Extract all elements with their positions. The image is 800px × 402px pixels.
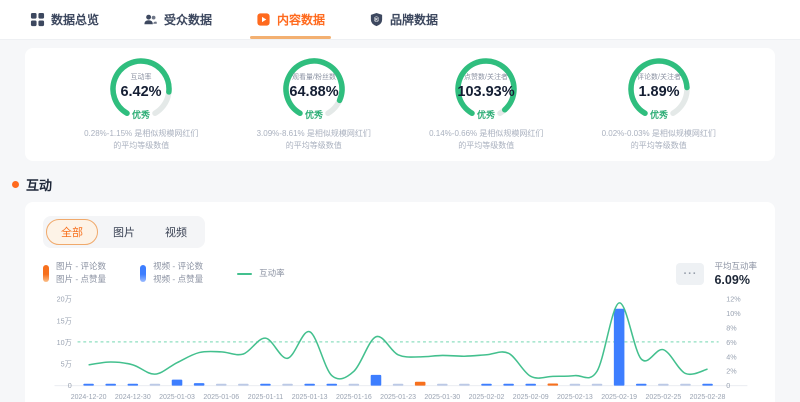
legend-item-2[interactable]: 视频 - 评论数 视频 - 点赞量 [140,260,203,286]
svg-text:1.89%: 1.89% [638,84,679,100]
svg-text:6.42%: 6.42% [121,84,162,100]
section-title: 互动 [26,178,53,193]
svg-text:64.88%: 64.88% [289,84,338,100]
gauge-card-2: 观看量/粉丝数 64.88% 优秀 3.09%-8.61% 是相似规模网红们 的平均等级… [228,52,401,161]
media-filter-tabs: 全部 图片 视频 [43,216,205,248]
svg-text:10%: 10% [726,309,741,318]
nav-tab-2[interactable]: 受众数据 [143,0,212,39]
nav-tab-1[interactable]: 数据总览 [30,0,99,39]
svg-text:4%: 4% [726,352,737,361]
legend-label: 视频 - 评论数 视频 - 点赞量 [153,261,204,285]
top-nav: 数据总览 受众数据 内容数据 ® 品牌数据 [0,0,800,40]
svg-text:优秀: 优秀 [650,109,668,120]
metrics-card: 互动率 6.42% 优秀 0.28%-1.15% 是相似规模网红们 的平均等级数值 观看量… [25,48,775,161]
nav-tab-4[interactable]: ® 品牌数据 [369,0,438,39]
svg-text:点赞数/关注者: 点赞数/关注者 [464,72,508,81]
gauge-card-1: 互动率 6.42% 优秀 0.28%-1.15% 是相似规模网红们 的平均等级数值 [55,52,228,161]
legend-item-3[interactable]: 互动率 [237,260,285,286]
svg-text:5万: 5万 [61,359,72,368]
content-icon [256,12,271,27]
chart-legend: 图片 - 评论数 图片 - 点赞量 视频 - 评论数 视频 - 点赞量 互动率 [43,260,319,286]
legend-line-icon [237,272,253,275]
gauge-dial: 互动率 6.42% 优秀 [110,58,172,120]
engagement-chart: 20万 15万 10万 5万 0 12% 10% 8% 6% 4% 2% 0 2024-12-20 202… [43,291,757,402]
audience-icon [143,12,158,27]
nav-tab-label: 品牌数据 [390,13,439,27]
svg-text:2025-02-13: 2025-02-13 [557,394,593,401]
avg-box: ··· 平均互动率 6.09% [676,260,757,287]
legend-bar-icon [140,264,147,282]
svg-text:®: ® [374,16,380,24]
gauge-dial: 评论数/关注者 1.89% 优秀 [628,58,690,120]
svg-text:2025-02-09: 2025-02-09 [513,394,549,401]
filter-tab-1[interactable]: 全部 [46,219,98,245]
svg-text:2025-01-13: 2025-01-13 [292,394,328,401]
legend-label: 互动率 [259,267,285,278]
filter-tab-2[interactable]: 图片 [113,227,135,239]
gauge-card-4: 评论数/关注者 1.89% 优秀 0.02%-0.03% 是相似规模网红们 的平均等级数… [573,52,746,161]
svg-text:6%: 6% [726,338,737,347]
avg-rate: 平均互动率 6.09% [714,260,757,287]
svg-text:2%: 2% [726,367,737,376]
legend-label: 图片 - 评论数 图片 - 点赞量 [56,261,107,285]
nav-tab-label: 受众数据 [164,13,213,27]
svg-text:2025-02-25: 2025-02-25 [645,394,681,401]
svg-text:2025-02-28: 2025-02-28 [690,394,726,401]
nav-tab-label: 数据总览 [51,13,100,27]
svg-text:互动率: 互动率 [131,72,152,81]
svg-text:8%: 8% [726,323,737,332]
gauge-dial: 观看量/粉丝数 64.88% 优秀 [283,58,345,120]
gauge-note: 0.14%-0.66% 是相似规模网红们 的平均等级数值 [429,129,544,150]
svg-text:2025-01-16: 2025-01-16 [336,394,372,401]
svg-text:2025-01-11: 2025-01-11 [248,394,283,401]
avg-rate-value: 6.09% [714,273,750,287]
filter-tab-3[interactable]: 视频 [165,227,187,239]
legend-bar-icon [43,264,49,282]
svg-text:2025-01-23: 2025-01-23 [380,394,416,401]
svg-text:评论数/关注者: 评论数/关注者 [637,72,681,81]
svg-text:2025-01-30: 2025-01-30 [424,394,460,401]
svg-text:10万: 10万 [57,338,72,347]
svg-text:优秀: 优秀 [132,109,150,120]
nav-tab-label: 内容数据 [277,13,326,27]
legend-item-1[interactable]: 图片 - 评论数 图片 - 点赞量 [43,260,106,286]
brand-icon: ® [369,12,384,27]
gauge-dial: 点赞数/关注者 103.93% 优秀 [455,58,517,120]
engagement-card: 全部 图片 视频 图片 - 评论数 图片 - 点赞量 视频 - 评论数 视频 - 点赞量 互… [25,202,775,402]
legend-row: 图片 - 评论数 图片 - 点赞量 视频 - 评论数 视频 - 点赞量 互动率 ··· … [43,260,757,287]
grid-icon [30,12,45,27]
gauge-note: 0.02%-0.03% 是相似规模网红们 的平均等级数值 [601,129,716,150]
section-header: 互动 [12,175,800,194]
svg-text:2025-02-02: 2025-02-02 [469,394,505,401]
svg-text:2025-02-19: 2025-02-19 [601,394,637,401]
svg-text:观看量/粉丝数: 观看量/粉丝数 [292,72,336,81]
gauge-card-3: 点赞数/关注者 103.93% 优秀 0.14%-0.66% 是相似规模网红们 的平均等… [400,52,573,161]
gauge-note: 3.09%-8.61% 是相似规模网红们 的平均等级数值 [256,129,371,150]
avg-rate-label: 平均互动率 [714,261,757,271]
gauge-note: 0.28%-1.15% 是相似规模网红们 的平均等级数值 [84,129,199,150]
svg-text:20万: 20万 [57,295,72,304]
svg-text:12%: 12% [726,295,741,304]
svg-text:2025-01-06: 2025-01-06 [203,394,239,401]
svg-text:15万: 15万 [57,316,72,325]
more-button[interactable]: ··· [676,262,705,285]
svg-text:优秀: 优秀 [305,109,323,120]
svg-text:2025-01-03: 2025-01-03 [159,394,195,401]
svg-text:2024-12-30: 2024-12-30 [115,394,151,401]
section-dot [12,181,19,188]
svg-text:优秀: 优秀 [477,109,495,120]
svg-text:103.93%: 103.93% [458,84,515,100]
svg-text:2024-12-20: 2024-12-20 [71,394,107,401]
svg-text:0: 0 [68,381,72,390]
nav-tab-3[interactable]: 内容数据 [250,0,332,39]
svg-text:0: 0 [726,381,730,390]
